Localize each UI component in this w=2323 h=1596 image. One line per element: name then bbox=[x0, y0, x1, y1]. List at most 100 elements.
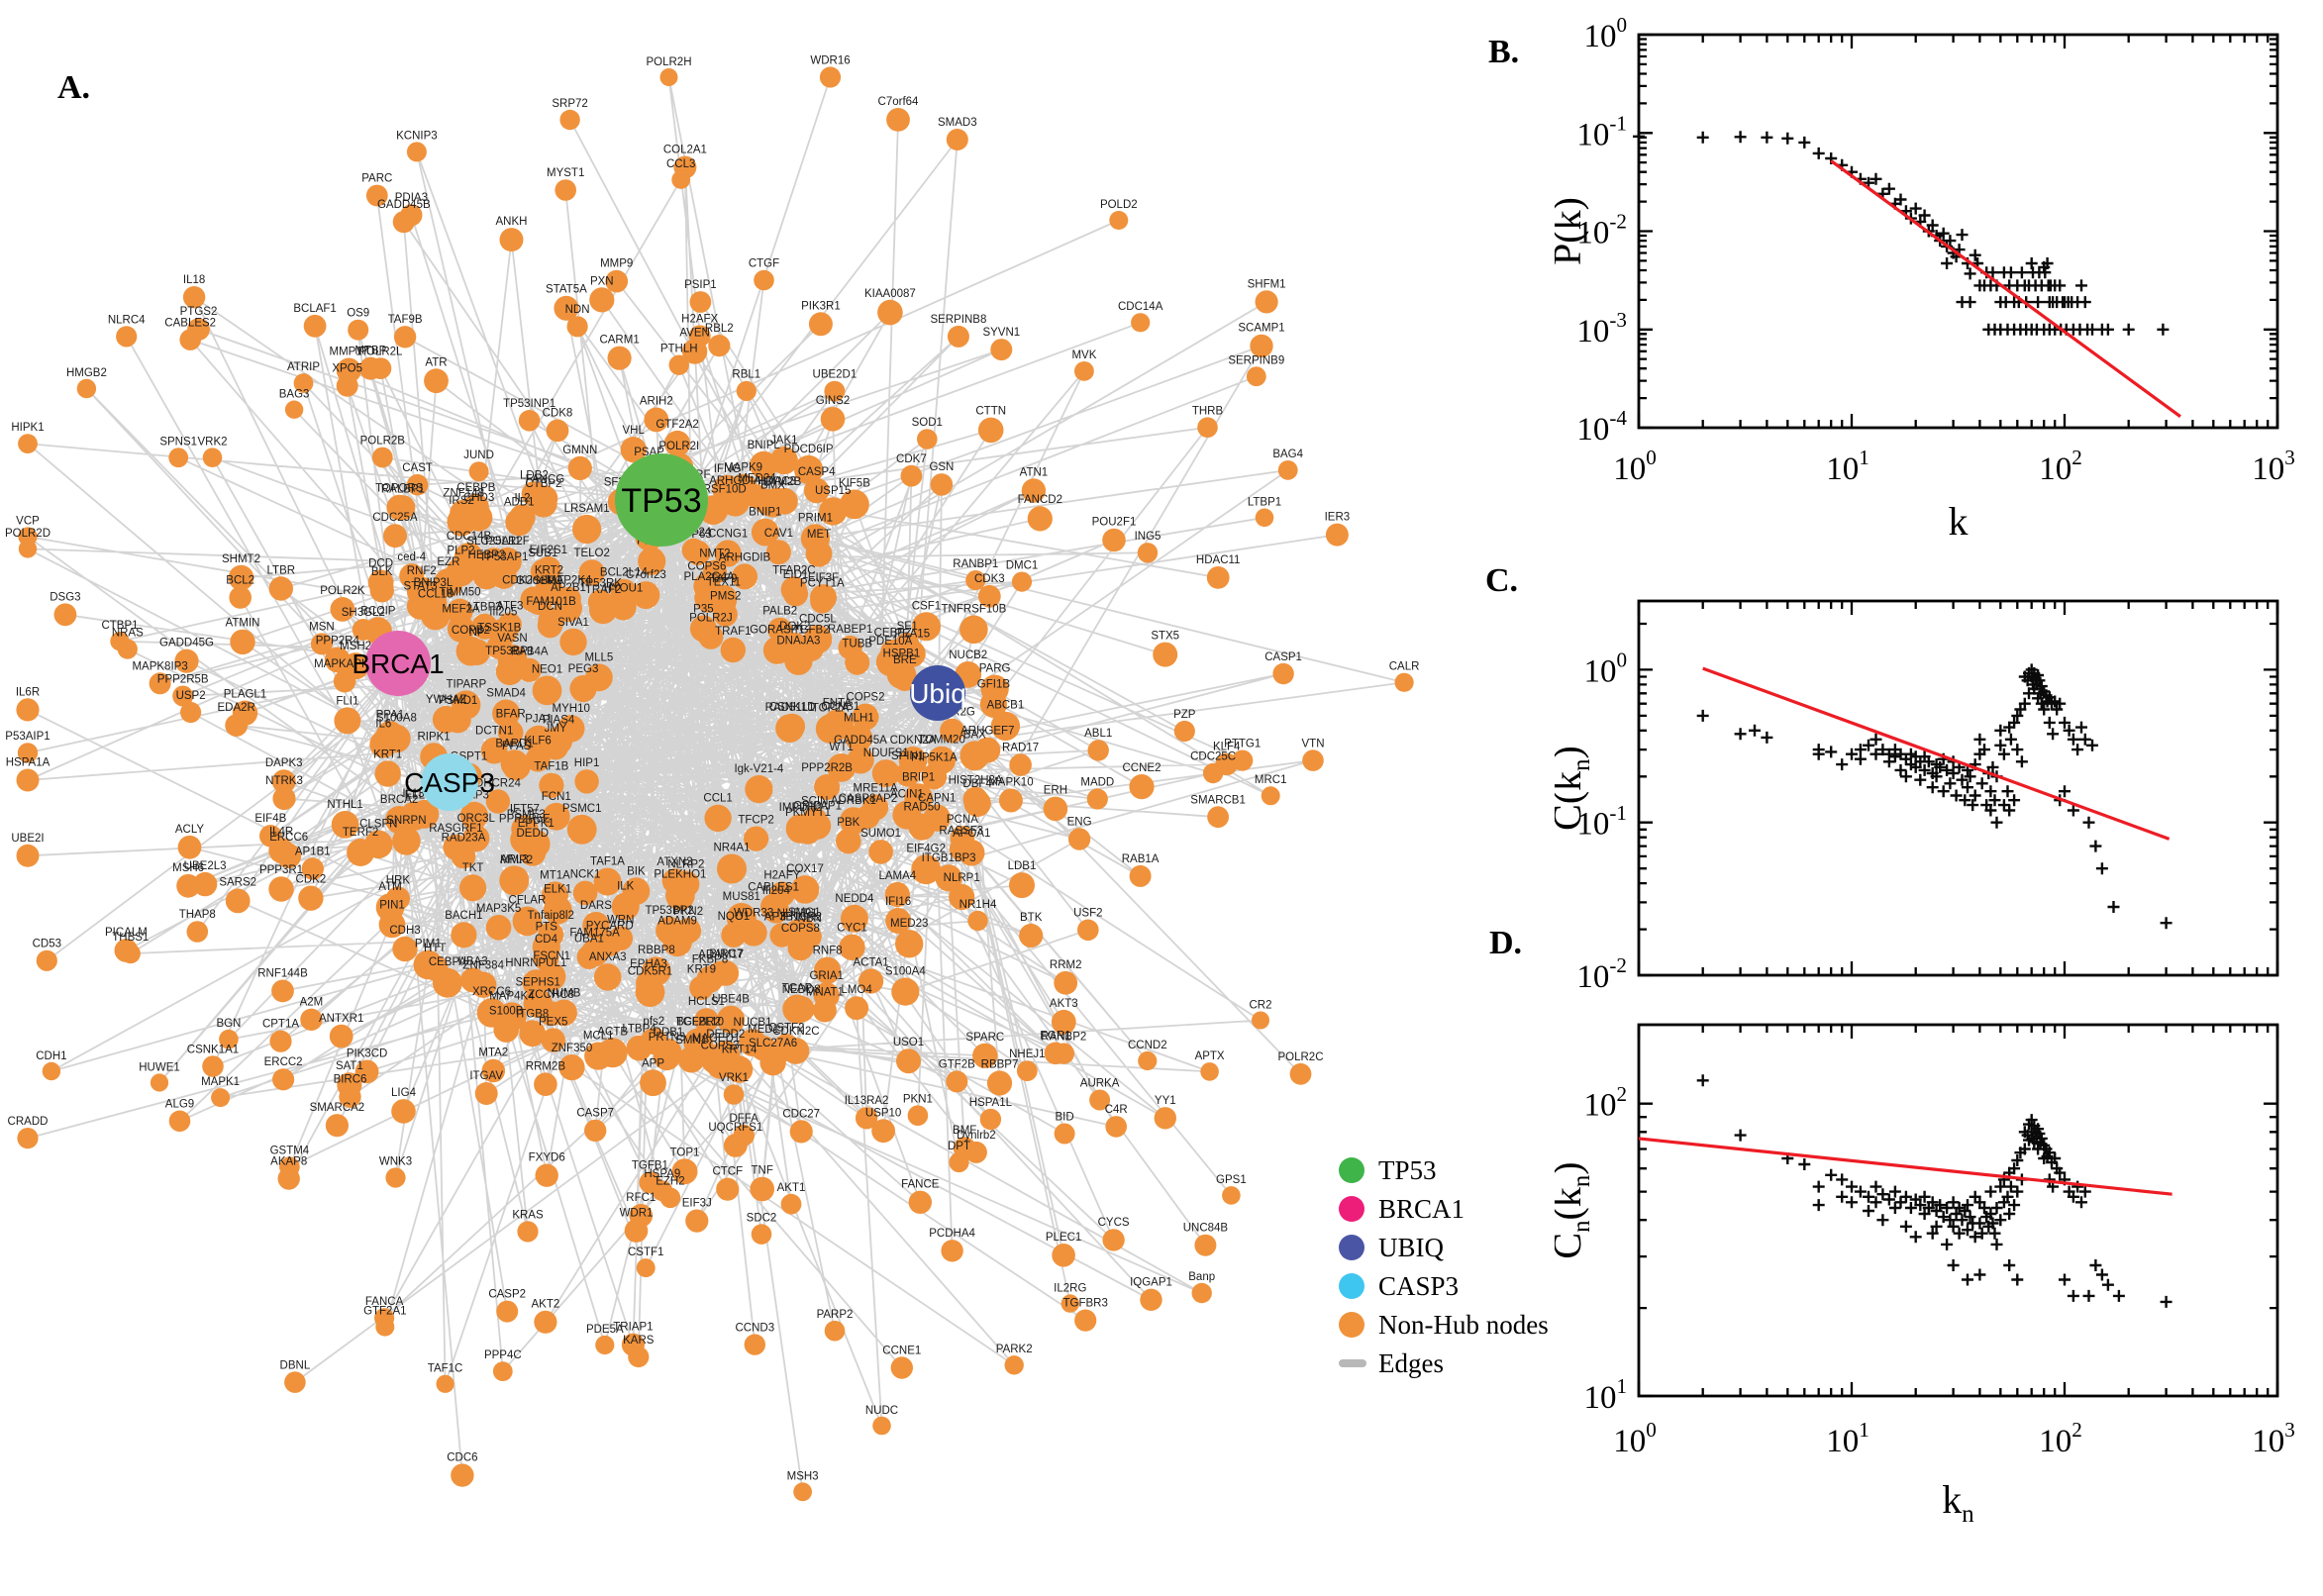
network-node bbox=[1302, 749, 1324, 771]
network-node bbox=[582, 912, 610, 940]
network-node-label: YY1 bbox=[1155, 1095, 1176, 1107]
network-node-label: AKT3 bbox=[1050, 998, 1078, 1010]
network-node bbox=[689, 291, 712, 313]
network-node bbox=[1194, 1234, 1217, 1256]
network-node-label: TUBB bbox=[842, 639, 872, 650]
network-node bbox=[935, 864, 962, 892]
legend-item-label: Edges bbox=[1378, 1347, 1444, 1378]
network-node-label: TOMM20 bbox=[918, 735, 965, 747]
network-node-label: CDK2deltaT bbox=[502, 575, 564, 587]
network-node-label: RANBP1 bbox=[953, 558, 998, 570]
network-node bbox=[462, 825, 490, 852]
network-node-label: Banp bbox=[1188, 1271, 1215, 1283]
network-node-label: ARHGDIB bbox=[719, 551, 771, 563]
network-node-label: MTA2 bbox=[478, 1047, 508, 1059]
network-node-label: MYH10 bbox=[553, 703, 590, 715]
network-node-label: GINS2 bbox=[816, 395, 851, 407]
network-node-label: NQO1 bbox=[718, 911, 751, 923]
network-node-label: LTBP4 bbox=[622, 1024, 656, 1036]
network-node-label: ALG9 bbox=[165, 1099, 194, 1111]
network-node bbox=[406, 142, 427, 162]
network-node-label: BCL2L10 bbox=[676, 1016, 724, 1028]
network-node bbox=[551, 999, 577, 1027]
power-law-fit-line bbox=[1830, 159, 2181, 418]
network-node-label: SAT1 bbox=[336, 1060, 363, 1072]
network-node-label: SLC25A11 bbox=[466, 536, 521, 548]
network-node-label: PRTN3 bbox=[649, 1032, 686, 1044]
network-node-label: BMX bbox=[760, 480, 785, 492]
network-node-label: PPP3R1 bbox=[259, 864, 303, 876]
network-node-label: USP2 bbox=[176, 690, 206, 702]
network-node-label: THAP8 bbox=[179, 909, 216, 921]
network-node-label: CDC6 bbox=[447, 1451, 477, 1463]
network-node-label: NLRP2 bbox=[667, 859, 704, 871]
network-node-label: PICALM bbox=[105, 927, 148, 939]
network-node-label: BIRC7 bbox=[709, 948, 743, 960]
network-node-label: AKT2 bbox=[532, 1299, 560, 1311]
network-node-label: ARHGEF7 bbox=[960, 726, 1014, 738]
network-node-label: H2AFY bbox=[763, 869, 800, 881]
network-node bbox=[659, 68, 678, 86]
network-node-label: FAM175A bbox=[569, 928, 620, 940]
network-node-label: IFT57 bbox=[510, 804, 540, 816]
network-node bbox=[962, 786, 988, 812]
network-node bbox=[1207, 806, 1229, 829]
network-node-label: SMARCB1 bbox=[1190, 794, 1246, 806]
network-node bbox=[872, 1416, 891, 1436]
network-node bbox=[497, 1002, 527, 1032]
network-node-label: RASGRF1 bbox=[429, 823, 482, 835]
network-node bbox=[566, 814, 597, 845]
network-node bbox=[644, 407, 669, 433]
network-node-label: RBL1 bbox=[732, 369, 760, 381]
network-node bbox=[638, 547, 666, 575]
network-node bbox=[845, 996, 869, 1021]
network-node-label: ELK1 bbox=[544, 884, 571, 896]
network-node bbox=[1206, 566, 1230, 589]
network-node-label: MSN bbox=[309, 621, 335, 633]
network-node-label: PPA1 bbox=[376, 709, 405, 721]
network-node-label: PSMD1 bbox=[439, 695, 478, 707]
panel-label-a: A. bbox=[57, 69, 91, 106]
network-node-label: RNF144B bbox=[257, 967, 308, 979]
network-node bbox=[739, 1029, 766, 1056]
network-node-label: PPP4C bbox=[484, 1349, 522, 1361]
network-node-label: BNIP1 bbox=[749, 507, 781, 519]
network-node bbox=[790, 875, 820, 904]
network-node-label: HYOU1 bbox=[604, 582, 644, 594]
network-node-label: TNF bbox=[752, 1165, 773, 1177]
network-node bbox=[839, 934, 865, 960]
network-node-label: LTBR bbox=[267, 564, 296, 576]
network-node bbox=[940, 718, 964, 744]
network-node bbox=[1102, 528, 1126, 552]
network-node bbox=[556, 586, 581, 612]
network-node bbox=[385, 1167, 406, 1188]
network-node-label: CASP7 bbox=[576, 1108, 614, 1120]
network-node-label: C4R bbox=[1105, 1104, 1128, 1116]
network-node bbox=[555, 179, 576, 201]
network-node-label: TRAF1 bbox=[715, 626, 751, 638]
network-node-label: LDB2 bbox=[520, 469, 549, 481]
network-node-label: PKN2 bbox=[673, 906, 703, 918]
axis-tick-label: 10-2 bbox=[1576, 210, 1627, 251]
network-node-label: KRAS bbox=[512, 1209, 544, 1221]
network-node bbox=[898, 640, 926, 667]
network-node-label: C7orf64 bbox=[878, 96, 920, 108]
network-node-label: TKT bbox=[462, 862, 484, 874]
network-node bbox=[556, 715, 585, 743]
scatter-points bbox=[1633, 130, 2170, 336]
network-node bbox=[632, 581, 660, 610]
network-node-label: IL18 bbox=[183, 274, 205, 286]
network-node-label: SRP72 bbox=[552, 98, 587, 110]
network-node-label: DARS bbox=[580, 900, 612, 912]
network-node-label: MAPK8IP3 bbox=[132, 660, 187, 672]
network-node-label: CYCS bbox=[1098, 1217, 1130, 1229]
network-node-label: FSCN1 bbox=[533, 950, 570, 962]
network-node bbox=[805, 540, 833, 567]
network-node bbox=[480, 737, 508, 764]
network-node-label: CDKN2C bbox=[772, 1026, 819, 1038]
legend-item-edges: Edges bbox=[1339, 1347, 1549, 1378]
network-node bbox=[673, 155, 697, 179]
network-node-label: EIF2S1 bbox=[530, 545, 567, 556]
clustering-coefficient-chart: 100 10-1 10-2 C(kn) bbox=[1555, 599, 2279, 995]
network-node-label: POLR2K bbox=[320, 585, 365, 597]
